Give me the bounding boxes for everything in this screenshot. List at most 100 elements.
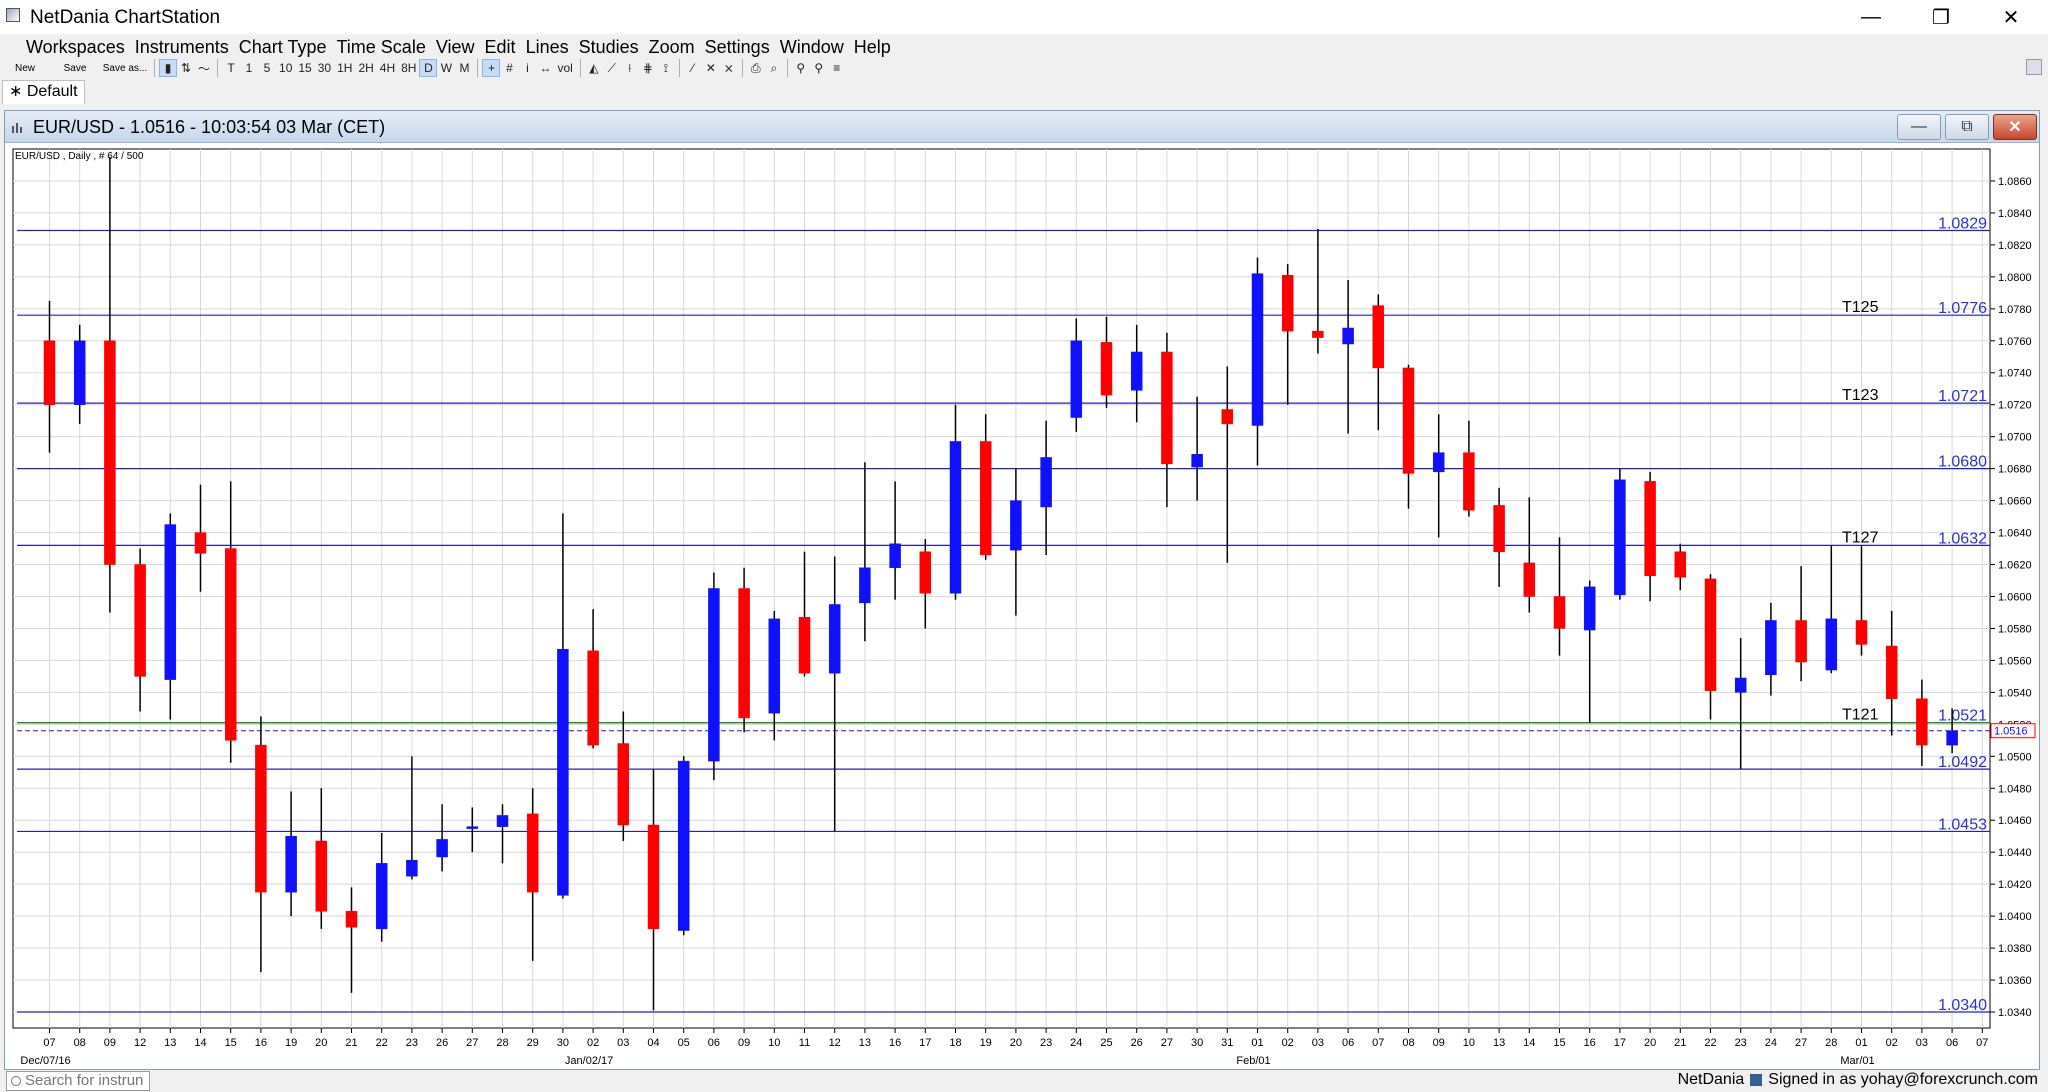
menu-instruments[interactable]: Instruments [134,37,229,57]
timescale-button-15[interactable]: 15 [298,61,312,75]
menu-view[interactable]: View [435,37,475,57]
toolbar-new-button[interactable]: New [14,62,35,74]
candle-body[interactable] [285,835,297,893]
candle-body[interactable] [919,551,932,594]
tool-button-14[interactable]: ⌕ [770,60,778,75]
timescale-button-m[interactable]: M [459,61,470,75]
candle-body[interactable] [1825,618,1838,671]
tool-button-13[interactable]: ⎙ [751,60,761,75]
candle-body[interactable] [1432,452,1445,473]
candle-body[interactable] [194,532,207,554]
candle-body[interactable] [889,543,901,568]
candle-body[interactable] [224,548,237,741]
candle-body[interactable] [134,564,146,677]
candle-body[interactable] [1493,505,1505,552]
candle-body[interactable] [164,524,177,680]
timescale-button-5[interactable]: 5 [263,61,271,75]
candle-body[interactable] [979,441,992,556]
toolbar-saveas-button[interactable]: Save as... [102,62,148,74]
candle-body[interactable] [1463,452,1475,511]
toolbar-save-button[interactable]: Save [63,62,87,74]
chart-type-button-2[interactable]: 〜 [198,61,211,76]
tool-button-7[interactable]: ⟊ [628,60,632,75]
tool-button-3[interactable]: ↔ [539,61,552,75]
candle-body[interactable] [949,441,962,594]
candle-body[interactable] [1916,698,1928,746]
timescale-button-t[interactable]: T [227,61,235,75]
candle-body[interactable] [1765,620,1777,676]
timescale-button-2h[interactable]: 2H [358,61,374,75]
menu-chart-type[interactable]: Chart Type [238,37,327,57]
tool-button-8[interactable]: ⋕ [642,61,653,75]
candle-body[interactable] [1010,500,1022,551]
menu-zoom[interactable]: Zoom [648,37,695,57]
workspace-tab-default[interactable]: ∗ Default [2,80,85,104]
tool-button-0[interactable]: + [482,59,501,77]
timescale-button-8h[interactable]: 8H [401,61,417,75]
candle-body[interactable] [496,815,509,827]
tool-button-1[interactable]: # [506,61,513,75]
candle-body[interactable] [1644,481,1656,576]
candle-body[interactable] [768,618,781,714]
candle-body[interactable] [1221,409,1234,425]
candle-body[interactable] [1040,457,1052,508]
candle-body[interactable] [617,743,630,826]
tool-button-4[interactable]: vol [557,61,573,75]
chart-type-button-1[interactable]: ⇅ [180,61,192,75]
candle-body[interactable] [587,650,599,746]
candle-body[interactable] [1372,305,1385,369]
candle-body[interactable] [557,648,569,896]
candle-body[interactable] [406,859,418,877]
restore-button[interactable]: ❐ [1906,0,1976,34]
candle-body[interactable] [1795,620,1807,663]
candle-body[interactable] [526,813,539,893]
tool-button-17[interactable]: ≡ [833,61,841,75]
candle-body[interactable] [798,617,811,674]
candle-body[interactable] [1070,340,1083,418]
candle-body[interactable] [345,911,358,928]
candle-body[interactable] [73,340,86,405]
menu-edit[interactable]: Edit [484,37,516,57]
menu-studies[interactable]: Studies [578,37,639,57]
candle-body[interactable] [104,340,116,565]
candle-body[interactable] [315,840,328,912]
chart-close-button[interactable]: ✕ [1993,114,2037,140]
candle-body[interactable] [1161,351,1173,465]
menu-help[interactable]: Help [853,37,891,57]
candle-body[interactable] [1130,351,1143,391]
candle-body[interactable] [1251,273,1264,426]
tool-button-10[interactable]: ⁄ [691,61,694,75]
candle-body[interactable] [375,863,388,930]
timescale-button-1[interactable]: 1 [245,61,253,75]
candle-body[interactable] [1885,645,1898,700]
candle-body[interactable] [1191,454,1203,468]
instrument-search-input[interactable]: Search for instrun [6,1071,150,1091]
tool-button-2[interactable]: i [526,61,529,75]
timescale-button-d[interactable]: D [419,59,438,77]
candle-body[interactable] [1734,677,1747,693]
candle-body[interactable] [1704,578,1717,692]
menu-time-scale[interactable]: Time Scale [336,37,426,57]
timescale-button-w[interactable]: W [440,61,453,75]
candle-body[interactable] [738,588,750,719]
candle-body[interactable] [1312,330,1324,338]
candle-body[interactable] [1674,551,1687,578]
tool-button-6[interactable]: ⟋ [607,60,617,75]
chart-type-button-0[interactable]: ▮ [159,59,177,77]
candle-body[interactable] [1523,562,1536,597]
candle-body[interactable] [647,824,660,930]
close-button[interactable]: ✕ [1976,0,2046,34]
candle-body[interactable] [859,567,871,604]
tool-button-5[interactable]: ◭ [589,61,599,75]
candle-body[interactable] [255,744,267,893]
minimize-button[interactable]: — [1836,0,1906,34]
timescale-button-1h[interactable]: 1H [337,61,353,75]
tool-button-9[interactable]: ⟟ [663,60,669,75]
candlestick-chart[interactable]: 1.0860 1.0840 1.0820 1.0800 1.0780 1.0760 1.07… [5,144,2039,1069]
candle-body[interactable] [1583,586,1596,631]
tool-button-11[interactable]: ✕ [705,61,716,75]
candle-body[interactable] [1342,327,1354,345]
menu-workspaces[interactable]: Workspaces [26,37,125,57]
timescale-button-4h[interactable]: 4H [379,61,396,75]
tool-button-12[interactable]: ⨯ [723,61,734,75]
